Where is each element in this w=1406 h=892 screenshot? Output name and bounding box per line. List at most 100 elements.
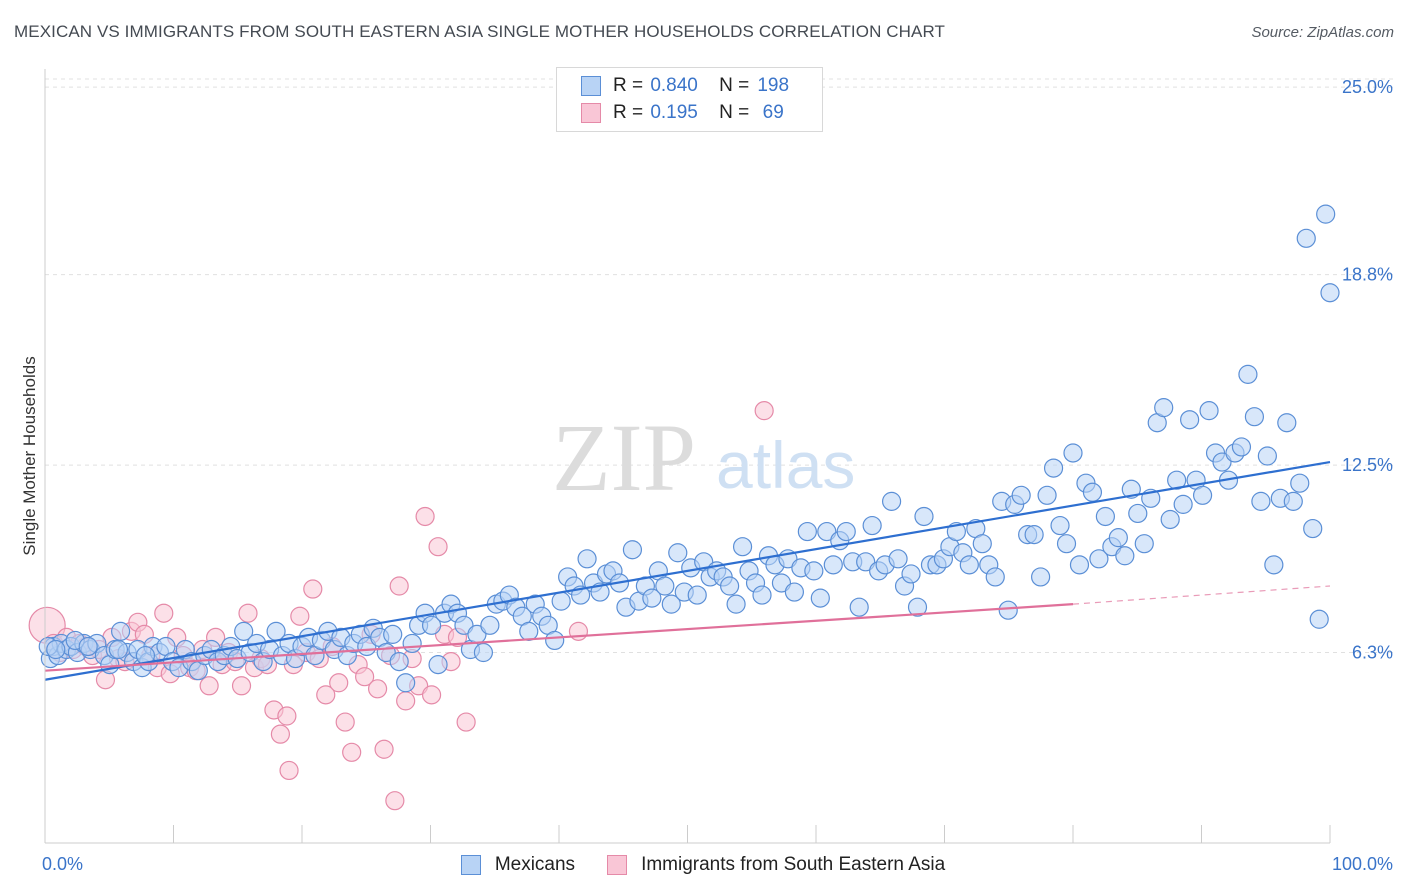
mexicans-trend-line [44, 460, 1331, 681]
bottom-legend: Mexicans Immigrants from South Eastern A… [0, 852, 1406, 878]
immigrants-point [335, 712, 355, 732]
watermark-atlas: atlas [716, 428, 855, 502]
n-value: 198 [757, 75, 790, 96]
immigrants-trend-extension [1072, 585, 1331, 605]
x-tick-label: 100.0% [1332, 854, 1393, 874]
stats-row-mexicans: R = 0.840 N = 198 [581, 73, 797, 99]
mexicans-point [454, 615, 474, 635]
mexicans-point [1290, 473, 1310, 493]
immigrants-trend-line [44, 603, 1074, 672]
r-label: R = [613, 102, 644, 123]
mexicans-point [642, 588, 662, 608]
mexicans-point [577, 549, 597, 569]
y-tick-label: 18.8% [1342, 265, 1393, 285]
mexicans-point [108, 639, 129, 660]
y-tick-label: 12.5% [1342, 455, 1393, 475]
mexicans-point [849, 597, 869, 617]
mexicans-point [421, 615, 442, 635]
axes [44, 69, 1331, 844]
mexicans-point [1134, 534, 1154, 554]
r-label: R = [613, 75, 644, 96]
n-label: N = [719, 75, 750, 96]
y-tick-label: 6.3% [1352, 643, 1393, 663]
mexicans-point [1043, 458, 1064, 478]
mexicans-point [687, 585, 707, 605]
mexicans-point [771, 573, 792, 593]
immigrants-point [367, 679, 388, 699]
mexicans-point [1303, 518, 1323, 539]
immigrants-swatch [581, 103, 601, 123]
mexicans-point [797, 521, 817, 542]
immigrants-point [342, 742, 362, 762]
x-tick-label: 0.0% [42, 854, 83, 874]
immigrants-point [389, 576, 409, 596]
mexicans-point [551, 591, 571, 611]
mexicans-point [720, 576, 740, 596]
mexicans-point [817, 521, 837, 542]
immigrants-point [316, 685, 336, 705]
mexicans-point [1089, 549, 1109, 569]
mexicans-legend-swatch [460, 855, 481, 875]
mexicans-point [1244, 407, 1265, 427]
mexicans-point [110, 621, 131, 641]
mexicans-point [752, 585, 772, 605]
mexicans-point [1296, 228, 1316, 248]
immigrants-point [421, 685, 442, 705]
mexicans-point [1277, 413, 1297, 433]
immigrants-point [279, 760, 299, 781]
mexicans-point [1167, 470, 1187, 490]
mexicans-point [1231, 437, 1252, 457]
mexicans-point [668, 543, 688, 563]
immigrants-point [303, 579, 323, 599]
mexicans-point [1212, 452, 1232, 472]
immigrants-point [238, 603, 258, 623]
mexicans-point [1095, 506, 1115, 527]
mexicans-point [1050, 515, 1070, 536]
mexicans-point [856, 552, 876, 572]
immigrants-legend-swatch [607, 855, 628, 875]
stats-legend: R = 0.840 N = 198 R = 0.195 N = 69 [556, 67, 823, 132]
mexicans-point [1160, 509, 1180, 530]
mexicans-point [1115, 546, 1135, 566]
mexicans-point [1238, 364, 1258, 384]
mexicans-point [396, 673, 416, 693]
mexicans-point [1063, 443, 1083, 463]
legend-item-immigrants[interactable]: Immigrants from South Eastern Asia [607, 854, 945, 876]
mexicans-point [1257, 446, 1277, 466]
mexicans-point [428, 655, 448, 675]
immigrants-point [754, 401, 774, 421]
legend-item-mexicans[interactable]: Mexicans [460, 854, 575, 876]
mexicans-point [46, 639, 66, 660]
mexicans-point [1283, 491, 1303, 511]
mexicans-point [881, 491, 902, 511]
mexicans-point [622, 540, 643, 560]
watermark: ZIP atlas [552, 404, 855, 511]
mexicans-swatch [581, 76, 601, 96]
immigrants-point [415, 506, 435, 527]
immigrants-point [290, 606, 310, 626]
mexicans-point [914, 506, 934, 527]
mexicans-point [1056, 534, 1077, 554]
mexicans-point [389, 651, 409, 672]
mexicans-point [1180, 410, 1200, 430]
mexicans-point [862, 515, 882, 536]
mexicans-point [804, 561, 824, 581]
mexicans-point [1309, 609, 1329, 629]
mexicans-point [1251, 491, 1271, 511]
immigrants-point [568, 621, 589, 641]
mexicans-point [402, 633, 422, 654]
mexicans-point [972, 534, 992, 554]
mexicans-point [1173, 494, 1193, 514]
mexicans-point [1316, 204, 1336, 224]
immigrants-point [231, 676, 252, 696]
r-value: 0.195 [650, 102, 698, 123]
immigrants-point [199, 676, 219, 696]
mexicans-point [1037, 485, 1057, 505]
immigrants-point [355, 667, 375, 687]
mexicans-point [519, 621, 539, 641]
mexicans-point [901, 564, 921, 584]
mexicans-point [1069, 555, 1090, 575]
immigrants-point [374, 739, 394, 759]
trend-lines [44, 460, 1331, 681]
